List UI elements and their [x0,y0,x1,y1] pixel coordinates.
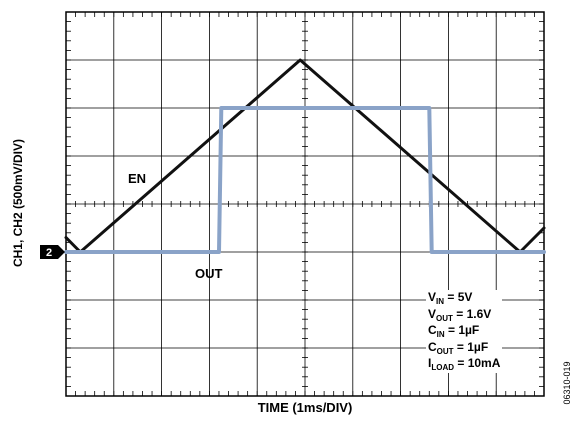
en-trace-label: EN [128,171,146,186]
series-out-trace [64,106,546,254]
out-trace-label: OUT [195,266,223,281]
test-conditions: VIN = 5V VOUT = 1.6V CIN = 1µF COUT = 1µ… [426,290,503,373]
condition-cin: CIN = 1µF [428,323,480,339]
condition-vin: VIN = 5V [428,290,473,306]
marks: 2 EN OUT [40,171,223,281]
ground-marker [40,245,65,259]
condition-cout: COUT = 1µF [428,339,489,356]
y-axis-label: CH1, CH2 (500mV/DIV) [11,138,25,268]
traces [64,58,546,254]
figure-id: 06310-019 [562,361,572,405]
condition-vout: VOUT = 1.6V [428,306,492,323]
condition-iload: ILOAD = 10mA [428,356,501,372]
series-en-trace [64,58,546,254]
x-axis-label: TIME (1ms/DIV) [257,400,353,415]
ground-marker-label: 2 [46,247,52,259]
